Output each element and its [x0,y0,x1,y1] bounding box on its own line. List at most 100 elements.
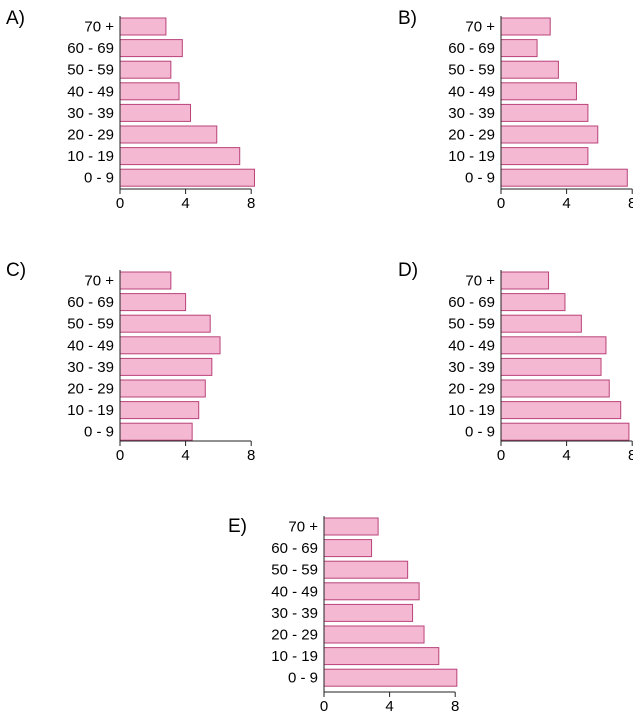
panel-a-category-label-0: 0 - 9 [84,170,114,187]
panel-b-category-label-6: 60 - 69 [448,40,495,57]
panel-e-category-label-2: 20 - 29 [271,627,318,644]
panel-d-bar-0 [500,422,630,441]
panel-a-category-label-2: 20 - 29 [67,127,114,144]
panel-b-category-label-2: 20 - 29 [448,127,495,144]
panel-d-x-tick-label-0: 0 [497,447,505,464]
panel-d-bar-1 [500,401,622,420]
panel-e-label: E) [228,516,247,537]
panel-c-category-label-3: 30 - 39 [67,359,114,376]
panel-b-bar-7 [500,17,551,36]
panel-d-category-label-7: 70 + [465,273,495,290]
panel-c-category-label-7: 70 + [84,273,114,290]
panel-c-bar-2 [119,379,206,398]
panel-a-bar-5 [119,60,172,79]
panel-c-bar-4 [119,336,221,355]
panel-d-bar-6 [500,293,566,312]
panel-e-category-label-4: 40 - 49 [271,583,318,600]
panel-b-x-tick-label-0: 0 [497,195,505,212]
panel-e-category-label-7: 70 + [288,519,318,536]
panel-e-bar-5 [323,560,409,579]
panel-e-category-label-6: 60 - 69 [271,540,318,557]
panel-d-x-tick-label-1: 4 [562,447,570,464]
panel-e-bar-0 [323,668,458,687]
panel-c-category-label-2: 20 - 29 [67,381,114,398]
panel-d-category-label-4: 40 - 49 [448,337,495,354]
panel-e-x-tick-label-1: 4 [385,698,393,715]
panel-c-bar-6 [119,293,187,312]
panel-c-x-tick-label-0: 0 [116,447,124,464]
panel-b-category-label-0: 0 - 9 [465,170,495,187]
panel-b-bar-0 [500,168,628,187]
panel-a-x-tick-label-1: 4 [181,195,189,212]
panel-e-x-tick-label-0: 0 [320,698,328,715]
panel-e-bar-3 [323,603,414,622]
panel-b-bar-1 [500,147,589,166]
panel-e-bar-4 [323,582,420,601]
panel-c-category-label-6: 60 - 69 [67,294,114,311]
panel-a-category-label-5: 50 - 59 [67,62,114,79]
panel-a-bar-2 [119,125,218,144]
panel-a-category-label-4: 40 - 49 [67,83,114,100]
panel-d-bar-7 [500,271,550,290]
panel-c-category-label-1: 10 - 19 [67,402,114,419]
panel-a-bar-7 [119,17,167,36]
panel-e-category-label-3: 30 - 39 [271,605,318,622]
panel-d-category-label-2: 20 - 29 [448,381,495,398]
panel-c-category-label-5: 50 - 59 [67,316,114,333]
panel-e-bar-7 [323,517,379,536]
panel-a-bar-6 [119,39,183,58]
panel-b-category-label-4: 40 - 49 [448,83,495,100]
panel-d-category-label-0: 0 - 9 [465,424,495,441]
panel-b-category-label-5: 50 - 59 [448,62,495,79]
panel-d-bar-4 [500,336,607,355]
panel-c-bar-0 [119,422,193,441]
panel-c-x-tick-label-1: 4 [181,447,189,464]
panel-e-bar-6 [323,539,373,558]
panel-c-label: C) [6,260,26,281]
panel-d-x-tick-label-2: 8 [628,447,633,464]
panel-b-bar-6 [500,39,538,58]
panel-d-bar-3 [500,357,602,376]
panel-e-category-label-0: 0 - 9 [288,670,318,687]
panel-d-bar-5 [500,314,582,333]
panel-d-category-label-3: 30 - 39 [448,359,495,376]
panel-a-x-tick-label-0: 0 [116,195,124,212]
panel-c-bar-3 [119,357,213,376]
panel-a-category-label-6: 60 - 69 [67,40,114,57]
panel-b-bar-5 [500,60,559,79]
panel-a-bar-0 [119,168,255,187]
panel-d-bar-2 [500,379,610,398]
panel-a-bar-4 [119,82,180,101]
panel-b-x-tick-label-2: 8 [628,195,633,212]
panel-e-bar-1 [323,647,440,666]
panel-b-bar-2 [500,125,599,144]
panel-b-category-label-1: 10 - 19 [448,148,495,165]
panel-d-category-label-1: 10 - 19 [448,402,495,419]
panel-b-category-label-7: 70 + [465,19,495,36]
panel-a-category-label-1: 10 - 19 [67,148,114,165]
panel-a-category-label-3: 30 - 39 [67,105,114,122]
panel-d-category-label-5: 50 - 59 [448,316,495,333]
panel-e-x-tick-label-2: 8 [451,698,459,715]
panel-a-x-tick-label-2: 8 [247,195,255,212]
panel-e-bar-2 [323,625,425,644]
panel-b-bar-3 [500,103,589,122]
panel-c-x-tick-label-2: 8 [247,447,255,464]
panel-b-bar-4 [500,82,577,101]
panel-a-bar-3 [119,103,192,122]
panel-e-category-label-1: 10 - 19 [271,648,318,665]
panel-d-category-label-6: 60 - 69 [448,294,495,311]
panel-e-category-label-5: 50 - 59 [271,562,318,579]
panel-a-category-label-7: 70 + [84,19,114,36]
panel-b-x-tick-label-1: 4 [562,195,570,212]
panel-b-category-label-3: 30 - 39 [448,105,495,122]
panel-c-bar-5 [119,314,211,333]
panel-c-category-label-4: 40 - 49 [67,337,114,354]
panel-c-category-label-0: 0 - 9 [84,424,114,441]
panel-a-label: A) [6,8,25,29]
panel-d-label: D) [398,260,418,281]
panel-b-label: B) [398,8,417,29]
panel-c-bar-7 [119,271,172,290]
panel-c-bar-1 [119,401,200,420]
